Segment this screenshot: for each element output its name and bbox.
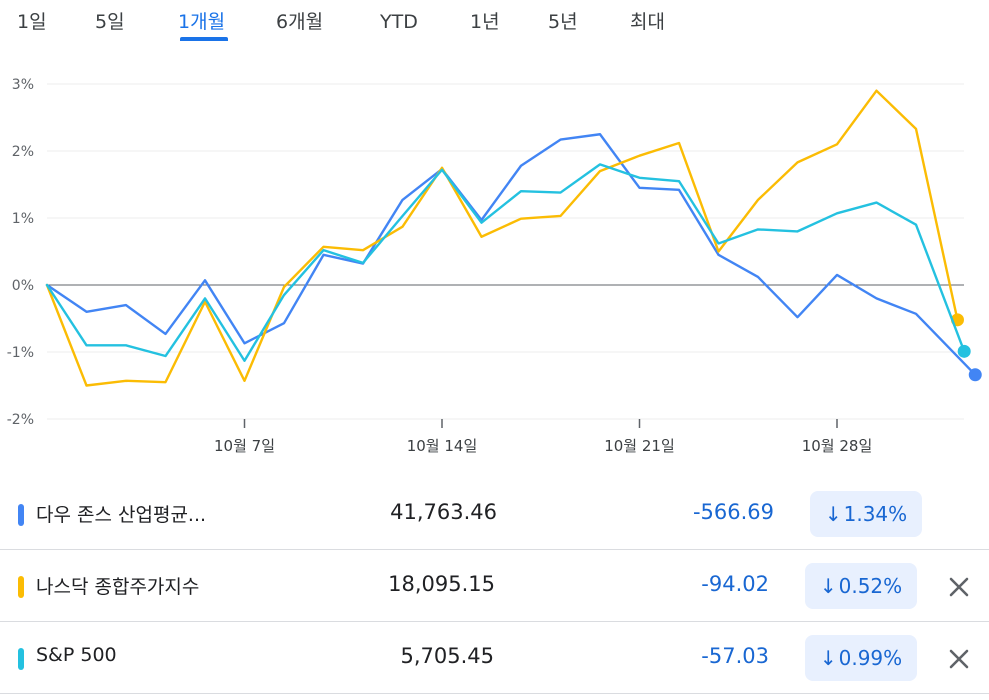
pct-change-badge: ↓ 0.52% [805,563,917,609]
y-tick-label: 2% [12,144,34,160]
gridlines [47,83,964,420]
x-tick-label: 10월 7일 [214,437,275,455]
close-icon[interactable] [944,644,974,674]
index-change: -57.03 [701,644,769,668]
pct-value: 0.52% [838,574,903,598]
index-value: 41,763.46 [390,500,497,524]
series-swatch-nasdaq [18,576,24,598]
comparison-chart[interactable]: 3% 2% 1% 0% -1% -2% 10월 7일 10월 14일 10월 21일 10월 28… [0,60,989,460]
tab-5y[interactable]: 5년 [548,11,578,33]
index-value: 18,095.15 [388,572,495,596]
arrow-down-icon: ↓ [819,574,837,598]
index-change: -566.69 [692,500,774,524]
index-value: 5,705.45 [400,644,494,668]
index-name: 다우 존스 산업평균... [36,504,207,526]
tab-5d[interactable]: 5일 [95,11,125,33]
y-tick-label: 0% [12,278,34,294]
series-end-point [957,344,971,358]
axes: 3% 2% 1% 0% -1% -2% 10월 7일 10월 14일 10월 21일 10월 28… [7,77,873,455]
arrow-down-icon: ↓ [819,646,837,670]
y-tick-label: -2% [7,412,34,428]
series-swatch-sp500 [18,648,24,670]
y-tick-label: 1% [12,211,34,227]
tab-6m[interactable]: 6개월 [276,11,324,33]
series-end-point [968,368,982,382]
pct-value: 0.99% [838,646,903,670]
x-tick-label: 10월 28일 [802,437,873,455]
series-line [45,89,959,387]
tab-ytd[interactable]: YTD [380,11,418,33]
tab-1d[interactable]: 1일 [17,11,47,33]
y-tick-label: -1% [7,345,34,361]
index-name: 나스닥 종합주가지수 [36,576,200,598]
arrow-down-icon: ↓ [824,502,842,526]
series-lines [45,89,982,387]
table-row-sp500[interactable]: S&P 500 5,705.45 -57.03 ↓ 0.99% [0,622,989,694]
x-tick-label: 10월 14일 [407,437,478,455]
x-tick-label: 10월 21일 [604,437,675,455]
index-name: S&P 500 [36,644,117,666]
series-swatch-dow [18,504,24,526]
index-change: -94.02 [701,572,769,596]
pct-change-badge: ↓ 0.99% [805,635,917,681]
pct-change-badge: ↓ 1.34% [810,491,922,537]
series-line [45,163,966,362]
pct-value: 1.34% [843,502,908,526]
tab-max[interactable]: 최대 [630,11,665,33]
series-line [45,133,977,376]
close-icon[interactable] [944,572,974,602]
table-row-nasdaq[interactable]: 나스닥 종합주가지수 18,095.15 -94.02 ↓ 0.52% [0,550,989,622]
y-tick-label: 3% [12,77,34,93]
table-row-dow[interactable]: 다우 존스 산업평균... 41,763.46 -566.69 ↓ 1.34% [0,478,989,550]
tab-1m[interactable]: 1개월 [178,11,226,33]
tab-1y[interactable]: 1년 [470,11,500,33]
active-tab-indicator [180,37,228,41]
range-tabs: 1일 5일 1개월 6개월 YTD 1년 5년 최대 [0,0,989,46]
